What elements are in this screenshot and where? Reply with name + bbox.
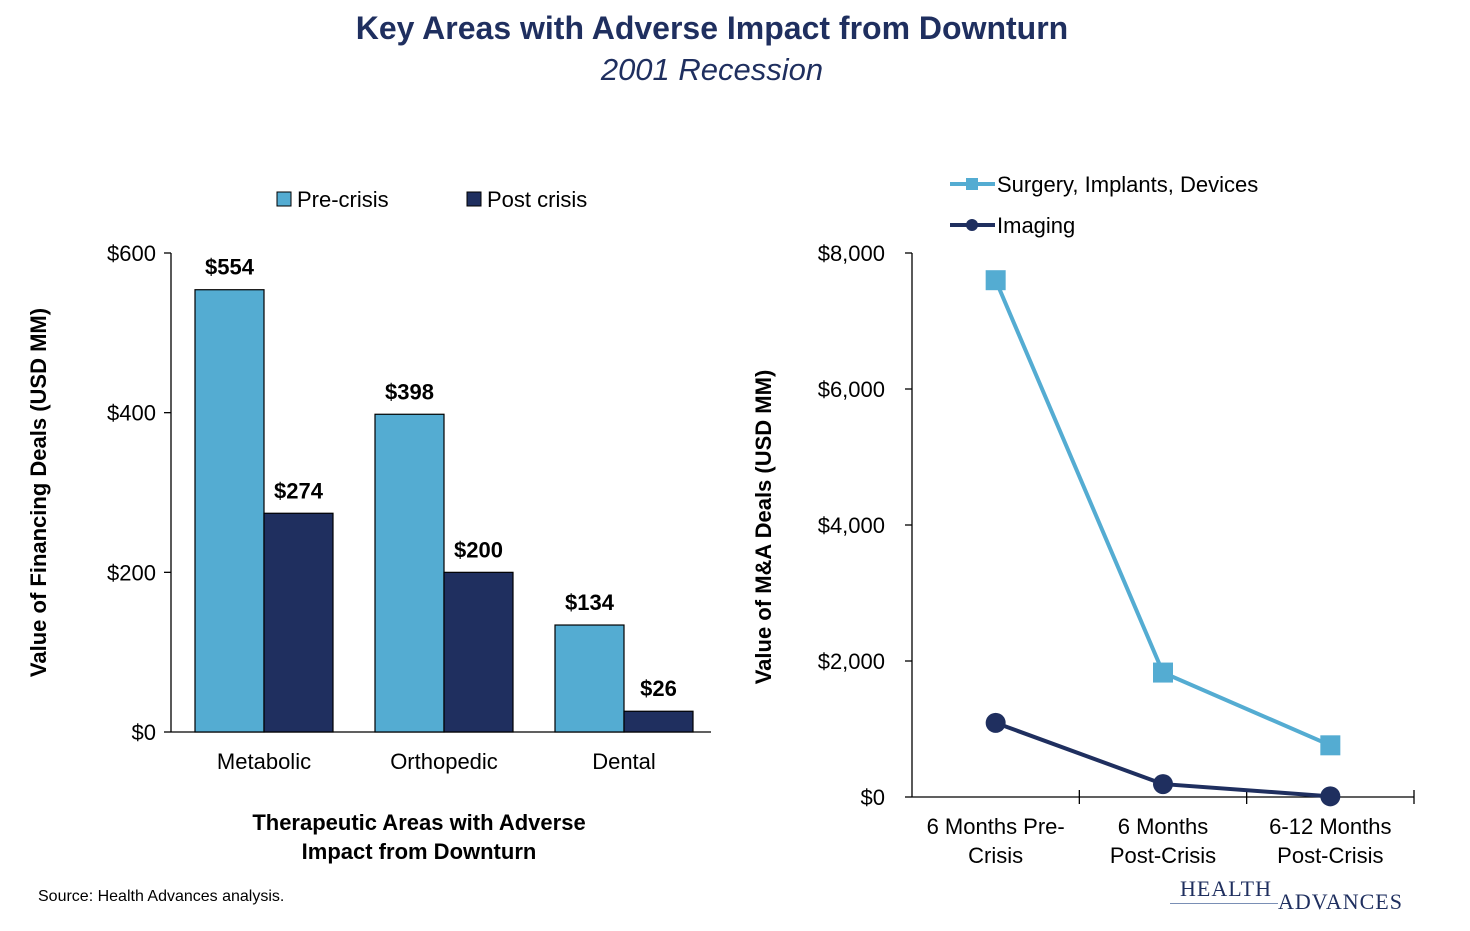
bar-x-tick-label: Dental — [592, 749, 656, 774]
bar-y-tick-label: $0 — [132, 720, 156, 745]
bar-legend-label: Post crisis — [487, 187, 587, 212]
bar-pre-crisis — [194, 289, 265, 733]
line-x-tick-label: Crisis — [968, 843, 1023, 868]
line-point-square — [1153, 662, 1173, 683]
chart-title: Key Areas with Adverse Impact from Downt… — [355, 10, 1069, 46]
bar-y-tick-label: $400 — [107, 401, 156, 426]
bar-data-label: $274 — [274, 478, 324, 503]
bar-post-crisis — [623, 710, 694, 733]
bar-legend-swatch — [466, 191, 482, 207]
line-y-tick-label: $2,000 — [818, 649, 885, 674]
line-y-tick-label: $4,000 — [818, 513, 885, 538]
source-note: Source: Health Advances analysis. — [38, 888, 285, 905]
line-x-tick-label: 6 Months — [1118, 814, 1209, 839]
line-point-square — [985, 270, 1006, 291]
logo-text-top: HEALTH — [1180, 876, 1272, 901]
bar-y-axis-title: Value of Financing Deals (USD MM) — [26, 308, 51, 677]
bar-y-tick-label: $600 — [107, 241, 156, 266]
line-x-tick-label: 6-12 Months — [1269, 814, 1391, 839]
bar-legend-label: Pre-crisis — [297, 187, 389, 212]
bar-data-label: $554 — [205, 255, 255, 280]
bar-post-crisis — [263, 512, 334, 733]
line-x-tick-label: Post-Crisis — [1110, 843, 1216, 868]
bar-x-axis-title: Therapeutic Areas with Adverse — [252, 810, 585, 835]
bar-x-axis-title: Impact from Downturn — [302, 839, 537, 864]
logo-rule — [1170, 903, 1278, 904]
line-y-tick-label: $0 — [861, 785, 885, 810]
bar-data-label: $26 — [640, 676, 677, 701]
bar-legend-swatch — [276, 191, 292, 207]
line-legend-label: Surgery, Implants, Devices — [997, 172, 1258, 197]
logo-text-bottom: ADVANCES — [1278, 889, 1403, 914]
bar-y-tick-label: $200 — [107, 560, 156, 585]
bar-post-crisis — [443, 571, 514, 733]
line-point-circle — [1153, 774, 1173, 795]
line-point-square — [1320, 735, 1341, 756]
line-point-circle — [1320, 786, 1341, 807]
line-x-tick-label: Post-Crisis — [1277, 843, 1383, 868]
line-legend-marker — [966, 219, 978, 231]
bar-x-tick-label: Metabolic — [217, 749, 311, 774]
line-y-tick-label: $6,000 — [818, 377, 885, 402]
line-y-axis-title: Value of M&A Deals (USD MM) — [751, 370, 776, 685]
chart-subtitle: 2001 Recession — [600, 52, 824, 87]
bar-x-tick-label: Orthopedic — [390, 749, 498, 774]
line-y-tick-label: $8,000 — [818, 241, 885, 266]
bar-pre-crisis — [554, 624, 625, 733]
line-legend-label: Imaging — [997, 213, 1075, 238]
bar-pre-crisis — [374, 413, 445, 733]
line-x-tick-label: 6 Months Pre- — [927, 814, 1065, 839]
bar-data-label: $200 — [454, 537, 503, 562]
bar-data-label: $134 — [565, 590, 615, 615]
line-legend-marker — [966, 178, 978, 190]
bar-data-label: $398 — [385, 379, 434, 404]
health-advances-logo: HEALTH ADVANCES — [1170, 874, 1420, 919]
line-point-circle — [985, 712, 1006, 733]
